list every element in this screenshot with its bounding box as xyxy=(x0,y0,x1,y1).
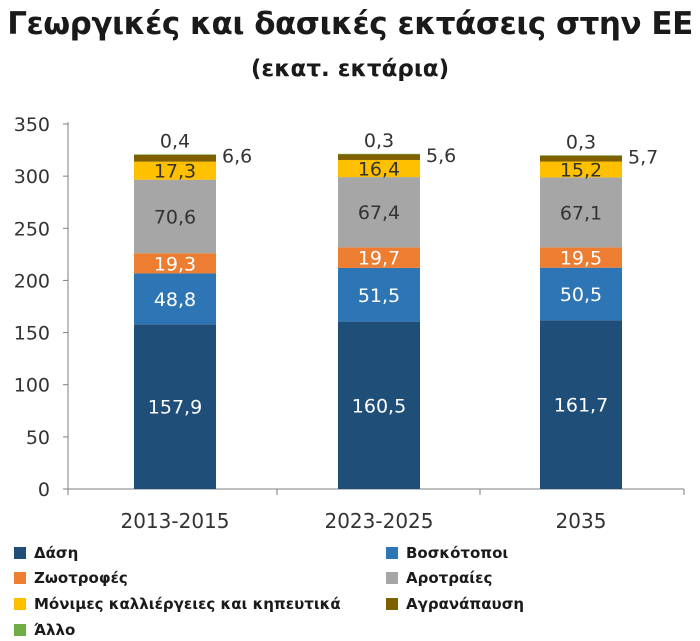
bar-segment xyxy=(338,267,420,322)
legend-label: Βοσκότοποι xyxy=(406,544,509,562)
bar-segment xyxy=(338,153,420,155)
legend-item: Αγρανάπαυση xyxy=(386,594,524,614)
bar-segment xyxy=(540,155,622,156)
bar-segment xyxy=(338,159,420,178)
stacked-bar-chart: 0 50 100 150 200 250 300 350 2013-2015 2023-2025 2… xyxy=(14,114,685,533)
bar-segment xyxy=(540,155,622,162)
legend-swatch xyxy=(386,547,398,559)
data-label: 0,4 xyxy=(160,130,190,152)
y-tick-label: 350 xyxy=(14,114,50,136)
chart-subtitle: (εκατ. εκτάρια) xyxy=(250,56,450,82)
data-label: 50,5 xyxy=(560,284,602,306)
bar-segment xyxy=(134,324,216,489)
data-label: 5,7 xyxy=(628,146,658,168)
bar-segment xyxy=(540,177,622,248)
legend-label: Ζωοτροφές xyxy=(34,569,128,587)
data-label: 17,3 xyxy=(154,161,196,183)
bar-segment xyxy=(338,177,420,248)
bar-segment xyxy=(540,247,622,268)
legend-swatch xyxy=(14,598,26,610)
bar-segment xyxy=(338,321,420,489)
bar-segment xyxy=(540,320,622,489)
data-label: 5,6 xyxy=(426,145,456,167)
data-label: 0,3 xyxy=(566,131,596,153)
legend-label: Αγρανάπαυση xyxy=(406,595,525,613)
bar-segment xyxy=(134,154,216,162)
data-label: 19,5 xyxy=(560,248,602,270)
legend-swatch xyxy=(386,572,398,584)
legend-label: Μόνιμες καλλιέργειες και κηπευτικά xyxy=(34,595,341,613)
legend-swatch xyxy=(14,547,26,559)
y-tick-label: 150 xyxy=(14,323,50,345)
data-label: 19,7 xyxy=(358,248,400,270)
chart-title: Γεωργικές και δασικές εκτάσεις στην ΕΕ xyxy=(7,6,693,42)
legend-item: Μόνιμες καλλιέργειες και κηπευτικά xyxy=(14,594,341,614)
bar-segment xyxy=(134,273,216,325)
data-label: 51,5 xyxy=(358,285,400,307)
y-tick-label: 200 xyxy=(14,270,50,292)
legend-label: Αροτραίες xyxy=(406,569,493,587)
legend-swatch xyxy=(14,572,26,584)
bar-segment xyxy=(134,253,216,274)
x-tick-label: 2035 xyxy=(556,509,607,533)
bar-segment xyxy=(134,154,216,155)
data-label: 67,1 xyxy=(560,202,602,224)
legend-item: Βοσκότοποι xyxy=(386,543,508,563)
x-tick-label: 2023-2025 xyxy=(324,509,433,533)
y-tick-label: 300 xyxy=(14,166,50,188)
data-label: 6,6 xyxy=(222,145,252,167)
y-tick-label: 250 xyxy=(14,218,50,240)
bar-segment xyxy=(134,179,216,254)
bar-segment xyxy=(338,154,420,160)
data-label: 70,6 xyxy=(154,207,196,229)
data-label: 0,3 xyxy=(364,130,394,152)
legend-swatch xyxy=(386,598,398,610)
chart-legend: Δάση Βοσκότοποι Ζωοτροφές Αροτραίες Μόνιμες … xyxy=(14,543,694,639)
legend-item: Αροτραίες xyxy=(386,568,492,588)
data-label: 19,3 xyxy=(154,253,196,275)
bar-segment xyxy=(540,267,622,321)
legend-item: Δάση xyxy=(14,543,78,563)
legend-item: Ζωοτροφές xyxy=(14,568,128,588)
bar-segment xyxy=(134,161,216,180)
legend-item: Άλλο xyxy=(14,620,75,640)
bar-segment xyxy=(540,161,622,178)
data-label: 15,2 xyxy=(560,159,602,181)
data-label: 157,9 xyxy=(148,397,202,419)
legend-label: Δάση xyxy=(34,544,79,562)
y-tick-label: 50 xyxy=(26,427,50,449)
data-label: 161,7 xyxy=(554,395,608,417)
legend-swatch xyxy=(14,624,26,636)
data-label: 16,4 xyxy=(358,159,400,181)
data-label: 67,4 xyxy=(358,202,400,224)
x-tick-label: 2013-2015 xyxy=(120,509,229,533)
data-label: 48,8 xyxy=(154,289,196,311)
y-tick-label: 100 xyxy=(14,375,50,397)
legend-label: Άλλο xyxy=(34,621,76,639)
bar-segment xyxy=(338,247,420,268)
y-tick-label: 0 xyxy=(38,479,50,501)
data-label: 160,5 xyxy=(352,395,406,417)
